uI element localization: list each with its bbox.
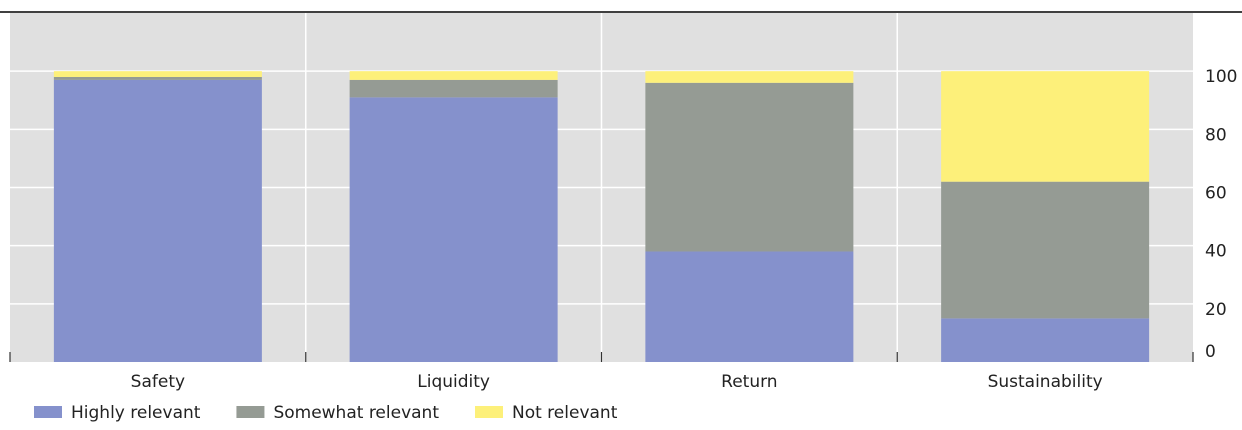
bar-segment: [53, 71, 262, 77]
y-tick-label: 40: [1205, 242, 1227, 262]
bar-segment: [349, 97, 558, 362]
bar-segment: [349, 79, 558, 98]
bar-segment: [645, 82, 854, 252]
x-tick-label: Return: [721, 372, 777, 392]
x-tick-label: Safety: [131, 372, 185, 392]
legend-swatch: [34, 406, 62, 418]
bar-segment: [941, 318, 1150, 362]
legend-label: Not relevant: [512, 403, 618, 423]
legend-label: Somewhat relevant: [273, 403, 439, 423]
legend-swatch: [236, 406, 265, 418]
bar-segment: [645, 71, 854, 83]
bar-segment: [349, 71, 558, 80]
bar-segment: [941, 181, 1150, 319]
x-tick-label: Sustainability: [988, 372, 1103, 392]
bar-segment: [53, 76, 262, 80]
bar-segment: [645, 251, 854, 362]
legend-swatch: [475, 406, 503, 418]
y-tick-label: 60: [1205, 184, 1227, 204]
bar-segment: [941, 71, 1150, 182]
y-tick-label: 0: [1205, 342, 1216, 362]
y-tick-label: 80: [1205, 125, 1227, 145]
legend-label: Highly relevant: [71, 403, 201, 423]
y-tick-label: 20: [1205, 300, 1227, 320]
y-tick-label: 100: [1205, 67, 1237, 87]
x-tick-label: Liquidity: [417, 372, 490, 392]
bar-segment: [53, 79, 262, 363]
